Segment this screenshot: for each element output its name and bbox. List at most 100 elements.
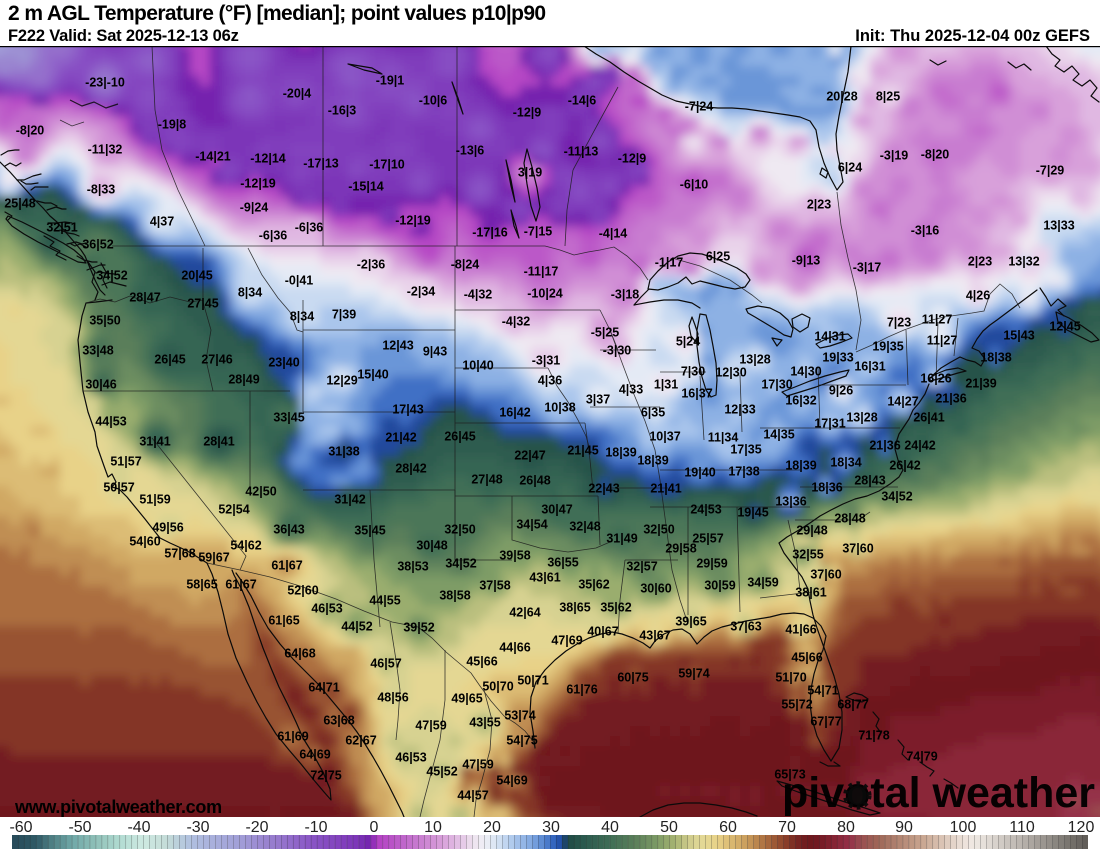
svg-text:4|37: 4|37 <box>150 215 174 229</box>
svg-text:54|69: 54|69 <box>496 774 527 788</box>
svg-text:32|51: 32|51 <box>46 221 77 235</box>
svg-text:30|59: 30|59 <box>704 579 735 593</box>
svg-text:18|39: 18|39 <box>605 446 636 460</box>
svg-text:3|37: 3|37 <box>586 393 610 407</box>
svg-text:37|63: 37|63 <box>730 620 761 634</box>
svg-text:17|31: 17|31 <box>814 417 845 431</box>
svg-text:21|45: 21|45 <box>567 444 598 458</box>
svg-text:21|39: 21|39 <box>965 377 996 391</box>
svg-text:41|66: 41|66 <box>785 623 816 637</box>
svg-text:54|75: 54|75 <box>506 734 537 748</box>
svg-text:7|23: 7|23 <box>887 316 911 330</box>
svg-text:44|66: 44|66 <box>499 641 530 655</box>
svg-text:31|49: 31|49 <box>606 532 637 546</box>
svg-text:51|57: 51|57 <box>110 455 141 469</box>
svg-text:-8|20: -8|20 <box>921 148 950 162</box>
svg-text:43|67: 43|67 <box>639 629 670 643</box>
svg-text:21|36: 21|36 <box>869 439 900 453</box>
svg-text:25|48: 25|48 <box>4 197 35 211</box>
svg-text:45|52: 45|52 <box>426 765 457 779</box>
svg-text:-3|31: -3|31 <box>532 354 561 368</box>
svg-text:13|32: 13|32 <box>1008 255 1039 269</box>
svg-text:-11|32: -11|32 <box>88 143 123 157</box>
svg-text:33|45: 33|45 <box>273 411 304 425</box>
svg-text:16|31: 16|31 <box>854 360 885 374</box>
svg-text:10|37: 10|37 <box>649 430 680 444</box>
svg-text:-4|32: -4|32 <box>464 288 493 302</box>
svg-text:-7|29: -7|29 <box>1036 164 1065 178</box>
svg-text:39|58: 39|58 <box>499 549 530 563</box>
svg-text:-4|14: -4|14 <box>599 227 628 241</box>
svg-text:3|19: 3|19 <box>518 166 542 180</box>
svg-text:21|36: 21|36 <box>935 392 966 406</box>
svg-text:13|36: 13|36 <box>775 495 806 509</box>
svg-text:27|46: 27|46 <box>201 353 232 367</box>
svg-text:27|48: 27|48 <box>471 473 502 487</box>
svg-text:39|52: 39|52 <box>403 621 434 635</box>
svg-text:26|42: 26|42 <box>889 459 920 473</box>
svg-text:21|42: 21|42 <box>385 431 416 445</box>
svg-text:59|74: 59|74 <box>678 667 709 681</box>
svg-text:55|72: 55|72 <box>781 698 812 712</box>
svg-text:-14|21: -14|21 <box>195 150 231 164</box>
svg-text:61|65: 61|65 <box>268 614 299 628</box>
svg-text:22|43: 22|43 <box>588 482 619 496</box>
svg-text:-19|1: -19|1 <box>376 74 405 88</box>
svg-text:44|57: 44|57 <box>457 789 488 803</box>
svg-text:17|35: 17|35 <box>730 443 761 457</box>
svg-text:30|48: 30|48 <box>416 539 447 553</box>
svg-text:18|38: 18|38 <box>980 351 1011 365</box>
svg-text:52|60: 52|60 <box>287 584 318 598</box>
svg-text:19|33: 19|33 <box>822 351 853 365</box>
svg-text:60|75: 60|75 <box>617 671 648 685</box>
svg-text:-16|3: -16|3 <box>328 104 357 118</box>
svg-text:36|55: 36|55 <box>547 556 578 570</box>
svg-text:-8|24: -8|24 <box>451 258 480 272</box>
svg-text:13|28: 13|28 <box>846 411 877 425</box>
svg-text:-5|25: -5|25 <box>591 326 620 340</box>
svg-text:30|47: 30|47 <box>541 503 572 517</box>
svg-text:22|47: 22|47 <box>514 449 545 463</box>
svg-text:31|42: 31|42 <box>334 493 365 507</box>
svg-text:34|52: 34|52 <box>96 269 127 283</box>
svg-text:25|57: 25|57 <box>692 532 723 546</box>
svg-text:15|43: 15|43 <box>1003 329 1034 343</box>
svg-text:20|28: 20|28 <box>826 90 857 104</box>
svg-text:34|59: 34|59 <box>747 576 778 590</box>
svg-text:61|67: 61|67 <box>225 578 256 592</box>
svg-text:9|43: 9|43 <box>423 345 447 359</box>
svg-text:28|48: 28|48 <box>834 512 865 526</box>
svg-text:-19|8: -19|8 <box>158 118 187 132</box>
svg-text:28|49: 28|49 <box>228 373 259 387</box>
svg-text:35|62: 35|62 <box>578 578 609 592</box>
svg-text:-3|17: -3|17 <box>853 261 882 275</box>
svg-text:pivotal weather: pivotal weather <box>782 769 1095 817</box>
svg-text:38|58: 38|58 <box>439 589 470 603</box>
svg-text:51|59: 51|59 <box>139 493 170 507</box>
svg-text:13|33: 13|33 <box>1043 219 1074 233</box>
svg-text:2|23: 2|23 <box>968 255 992 269</box>
svg-text:63|68: 63|68 <box>323 714 354 728</box>
svg-text:7|39: 7|39 <box>332 308 356 322</box>
svg-text:-14|6: -14|6 <box>568 94 597 108</box>
svg-text:64|68: 64|68 <box>284 647 315 661</box>
svg-text:18|36: 18|36 <box>811 481 842 495</box>
svg-text:6|24: 6|24 <box>838 161 862 175</box>
svg-text:-12|14: -12|14 <box>250 152 286 166</box>
svg-text:6|35: 6|35 <box>641 406 665 420</box>
svg-text:-12|9: -12|9 <box>513 106 542 120</box>
svg-text:37|58: 37|58 <box>479 579 510 593</box>
svg-text:71|78: 71|78 <box>858 729 889 743</box>
svg-text:16|26: 16|26 <box>920 372 951 386</box>
svg-text:-9|13: -9|13 <box>792 254 821 268</box>
svg-text:65|73: 65|73 <box>774 768 805 782</box>
svg-text:4|36: 4|36 <box>538 374 562 388</box>
svg-text:26|45: 26|45 <box>444 430 475 444</box>
svg-text:64|71: 64|71 <box>308 681 339 695</box>
svg-text:1|31: 1|31 <box>654 378 678 392</box>
svg-text:44|55: 44|55 <box>369 594 400 608</box>
svg-text:29|48: 29|48 <box>796 524 827 538</box>
svg-text:67|77: 67|77 <box>810 715 841 729</box>
svg-text:50|57: 50|57 <box>103 481 134 495</box>
svg-text:58|65: 58|65 <box>186 578 217 592</box>
